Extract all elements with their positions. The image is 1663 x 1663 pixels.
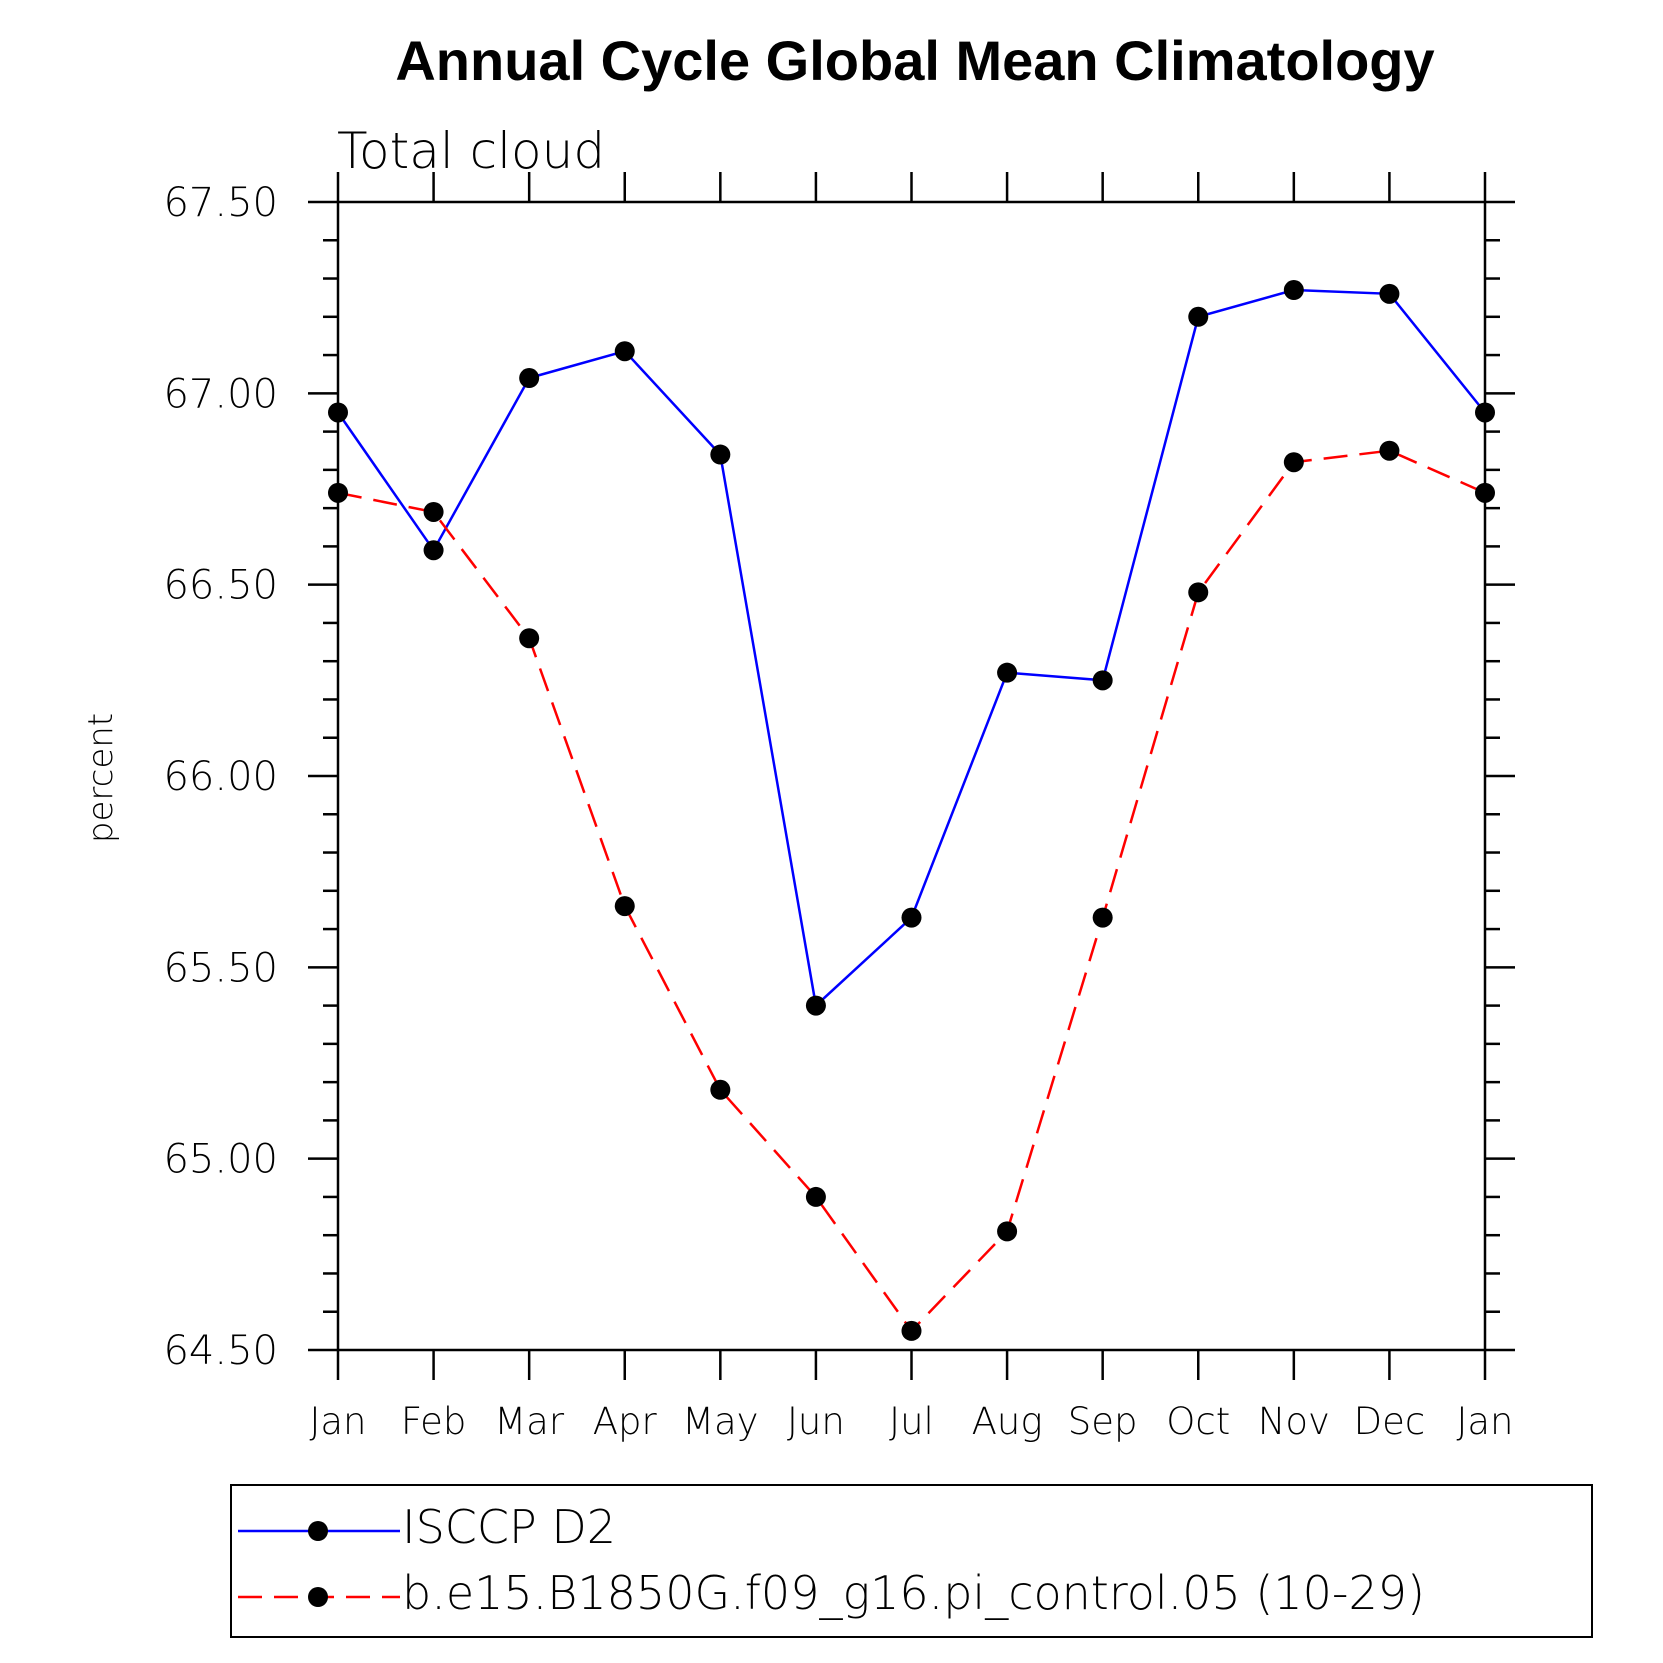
x-tick-label: Jun <box>787 1400 845 1443</box>
data-point-series-1 <box>1092 670 1113 691</box>
x-tick-label: Dec <box>1354 1400 1426 1443</box>
legend-label-series-2: b.e15.B1850G.f09_g16.pi_control.05 (10-2… <box>402 1566 1425 1620</box>
data-point-series-1 <box>997 662 1018 683</box>
data-point-series-2 <box>328 482 348 503</box>
y-axis-label: percent <box>81 713 121 843</box>
x-tick-label: Aug <box>972 1400 1043 1443</box>
legend-box <box>230 1484 1593 1638</box>
data-point-series-2 <box>1475 482 1495 503</box>
x-tick-label: Feb <box>401 1400 467 1443</box>
x-tick-label: Sep <box>1068 1400 1138 1443</box>
axis-ticks <box>308 172 1515 1380</box>
y-tick-label: 64.50 <box>163 1328 278 1374</box>
legend: ISCCP D2 b.e15.B1850G.f09_g16.pi_control… <box>230 1484 1593 1638</box>
data-point-series-2 <box>1092 907 1113 928</box>
y-tick-label: 67.00 <box>163 371 278 417</box>
legend-keys <box>238 1521 400 1607</box>
series-layer <box>328 280 1495 1341</box>
data-point-series-1 <box>901 907 922 928</box>
data-point-series-1 <box>1188 306 1209 327</box>
legend-label-series-1: ISCCP D2 <box>402 1500 616 1554</box>
data-point-series-1 <box>423 540 444 561</box>
data-point-series-2 <box>519 628 540 649</box>
data-point-series-2 <box>997 1221 1018 1242</box>
chart-subtitle: Total cloud <box>337 122 605 180</box>
data-point-series-2 <box>1188 582 1209 603</box>
series-line-1 <box>336 288 1486 1009</box>
data-point-series-1 <box>1475 402 1495 423</box>
data-point-series-1 <box>805 995 826 1016</box>
x-tick-labels: Jan Feb Mar Apr May Jun Jul Aug Sep Oct Nov Dec Jan <box>309 1400 1513 1443</box>
series-line-2 <box>337 449 1486 1333</box>
data-point-series-2 <box>805 1186 826 1207</box>
data-point-series-1 <box>710 444 731 465</box>
x-tick-label: Mar <box>494 1400 565 1443</box>
data-point-series-1 <box>1283 280 1304 301</box>
y-tick-label: 65.50 <box>163 945 278 991</box>
legend-marker-series-2 <box>308 1587 328 1607</box>
data-point-series-1 <box>519 368 540 389</box>
data-point-series-1 <box>1379 283 1400 304</box>
y-tick-label: 65.00 <box>163 1137 278 1183</box>
chart-title: Annual Cycle Global Mean Climatology <box>395 29 1434 92</box>
x-tick-label: Jan <box>309 1400 366 1443</box>
legend-marker-series-1 <box>308 1521 328 1541</box>
x-tick-label: Nov <box>1258 1400 1330 1443</box>
data-point-series-2 <box>423 501 444 522</box>
data-point-series-1 <box>614 341 635 362</box>
y-tick-label: 66.50 <box>163 563 278 609</box>
y-tick-label: 66.00 <box>163 754 278 800</box>
data-point-series-2 <box>710 1079 731 1100</box>
x-tick-label: May <box>682 1400 759 1443</box>
x-tick-label: Oct <box>1166 1400 1230 1443</box>
y-tick-label: 67.50 <box>163 180 278 226</box>
data-point-series-1 <box>328 402 348 423</box>
y-tick-labels: 64.50 65.00 65.50 66.00 66.50 67.00 67.50 <box>163 180 278 1374</box>
x-tick-label: Jul <box>889 1400 934 1443</box>
x-tick-label: Jan <box>1456 1400 1513 1443</box>
x-tick-label: Apr <box>593 1400 658 1443</box>
plot-frame <box>336 200 1487 1352</box>
data-point-series-2 <box>1379 440 1400 461</box>
data-point-series-2 <box>1283 452 1304 473</box>
data-point-series-2 <box>614 896 635 917</box>
data-point-series-2 <box>901 1320 922 1341</box>
